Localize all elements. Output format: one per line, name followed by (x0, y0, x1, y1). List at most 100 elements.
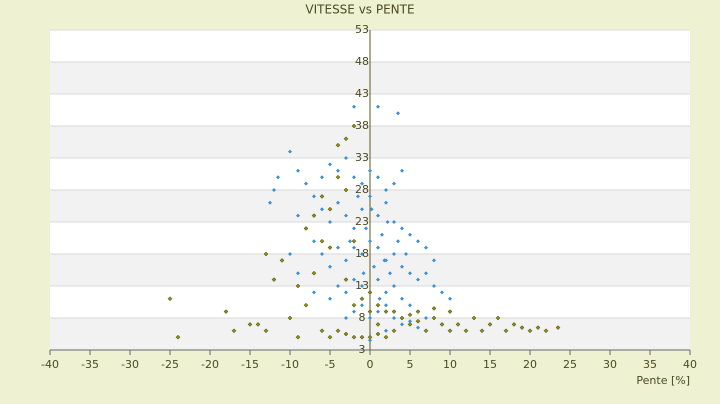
scatter-point (359, 334, 365, 340)
scatter-point (328, 264, 332, 269)
scatter-point (416, 239, 420, 244)
scatter-point (424, 316, 428, 320)
scatter-point (167, 296, 173, 302)
scatter-point (344, 290, 348, 295)
y-tick-label: 48 (355, 55, 369, 68)
scatter-point (255, 322, 261, 327)
scatter-point (368, 194, 372, 199)
scatter-point (391, 309, 397, 314)
scatter-point (368, 338, 372, 343)
scatter-point (408, 271, 412, 276)
scatter-point (327, 206, 333, 212)
scatter-point (479, 328, 485, 334)
scatter-point (328, 162, 332, 167)
x-tick-label: -20 (201, 358, 219, 371)
scatter-point (396, 111, 400, 116)
scatter-point (303, 302, 309, 308)
scatter-point (400, 168, 404, 173)
scatter-point (352, 175, 356, 180)
scatter-point (407, 312, 413, 318)
scatter-point (388, 271, 392, 276)
scatter-point (408, 303, 412, 308)
scatter-point (343, 136, 349, 142)
scatter-point (382, 258, 387, 263)
scatter-point (392, 284, 396, 288)
scatter-point (376, 104, 380, 109)
y-tick-label: 28 (355, 183, 369, 196)
scatter-point (375, 322, 381, 327)
scatter-point (376, 245, 380, 250)
scatter-point (400, 322, 404, 327)
scatter-point (352, 226, 356, 231)
scatter-point (231, 328, 237, 334)
scatter-point (352, 104, 356, 109)
scatter-point (360, 181, 364, 186)
scatter-point (319, 194, 325, 199)
scatter-point (416, 277, 420, 282)
scatter-point (424, 271, 428, 276)
scatter-point (320, 207, 324, 212)
scatter-point (471, 315, 477, 321)
scatter-point (400, 226, 404, 231)
scatter-point (376, 277, 380, 282)
scatter-point (336, 200, 340, 205)
scatter-point (455, 322, 461, 327)
scatter-point (336, 168, 340, 173)
scatter-point (415, 309, 421, 314)
scatter-point (336, 245, 340, 250)
scatter-point (367, 290, 373, 295)
scatter-point (319, 328, 325, 334)
scatter-point (344, 258, 348, 263)
scatter-point (351, 302, 357, 308)
scatter-point (377, 296, 382, 301)
scatter-point (327, 334, 333, 340)
scatter-point (447, 328, 453, 334)
scatter-point (247, 322, 253, 327)
scatter-point (369, 207, 374, 212)
scatter-point (303, 226, 309, 231)
scatter-point (352, 277, 356, 282)
y-tick-label: 33 (355, 151, 369, 164)
scatter-point (351, 334, 357, 340)
scatter-point (223, 309, 229, 314)
scatter-point (296, 168, 300, 173)
scatter-point (312, 290, 316, 295)
scatter-point (408, 319, 412, 324)
scatter-point (408, 232, 412, 237)
scatter-point (372, 264, 376, 269)
scatter-point (384, 303, 388, 308)
scatter-point (367, 334, 373, 340)
scatter-point (296, 271, 300, 276)
scatter-point (376, 309, 380, 314)
y-tick-label: 53 (355, 23, 369, 36)
scatter-point (319, 238, 325, 244)
scatter-point (380, 232, 384, 237)
scatter-point (447, 309, 453, 314)
scatter-point (335, 174, 341, 180)
scatter-point (385, 220, 390, 224)
scatter-point (376, 213, 380, 218)
scatter-point (431, 306, 437, 311)
scatter-point (320, 175, 324, 180)
scatter-point (360, 207, 364, 212)
scatter-point (335, 328, 341, 334)
scatter-point (487, 322, 493, 327)
x-tick-label: 20 (523, 358, 537, 371)
scatter-point (535, 325, 541, 330)
scatter-point (263, 328, 269, 334)
scatter-point (543, 328, 549, 334)
scatter-point (432, 284, 436, 288)
scatter-point (384, 290, 388, 295)
scatter-point (392, 316, 396, 320)
scatter-point (407, 322, 413, 327)
scatter-point (392, 220, 396, 224)
scatter-point (463, 328, 469, 334)
scatter-point (311, 213, 317, 218)
scatter-point (175, 334, 181, 340)
scatter-point (288, 252, 292, 256)
scatter-point (287, 315, 293, 321)
scatter-point (312, 239, 316, 244)
scatter-point (311, 270, 317, 276)
scatter-point (344, 156, 348, 160)
